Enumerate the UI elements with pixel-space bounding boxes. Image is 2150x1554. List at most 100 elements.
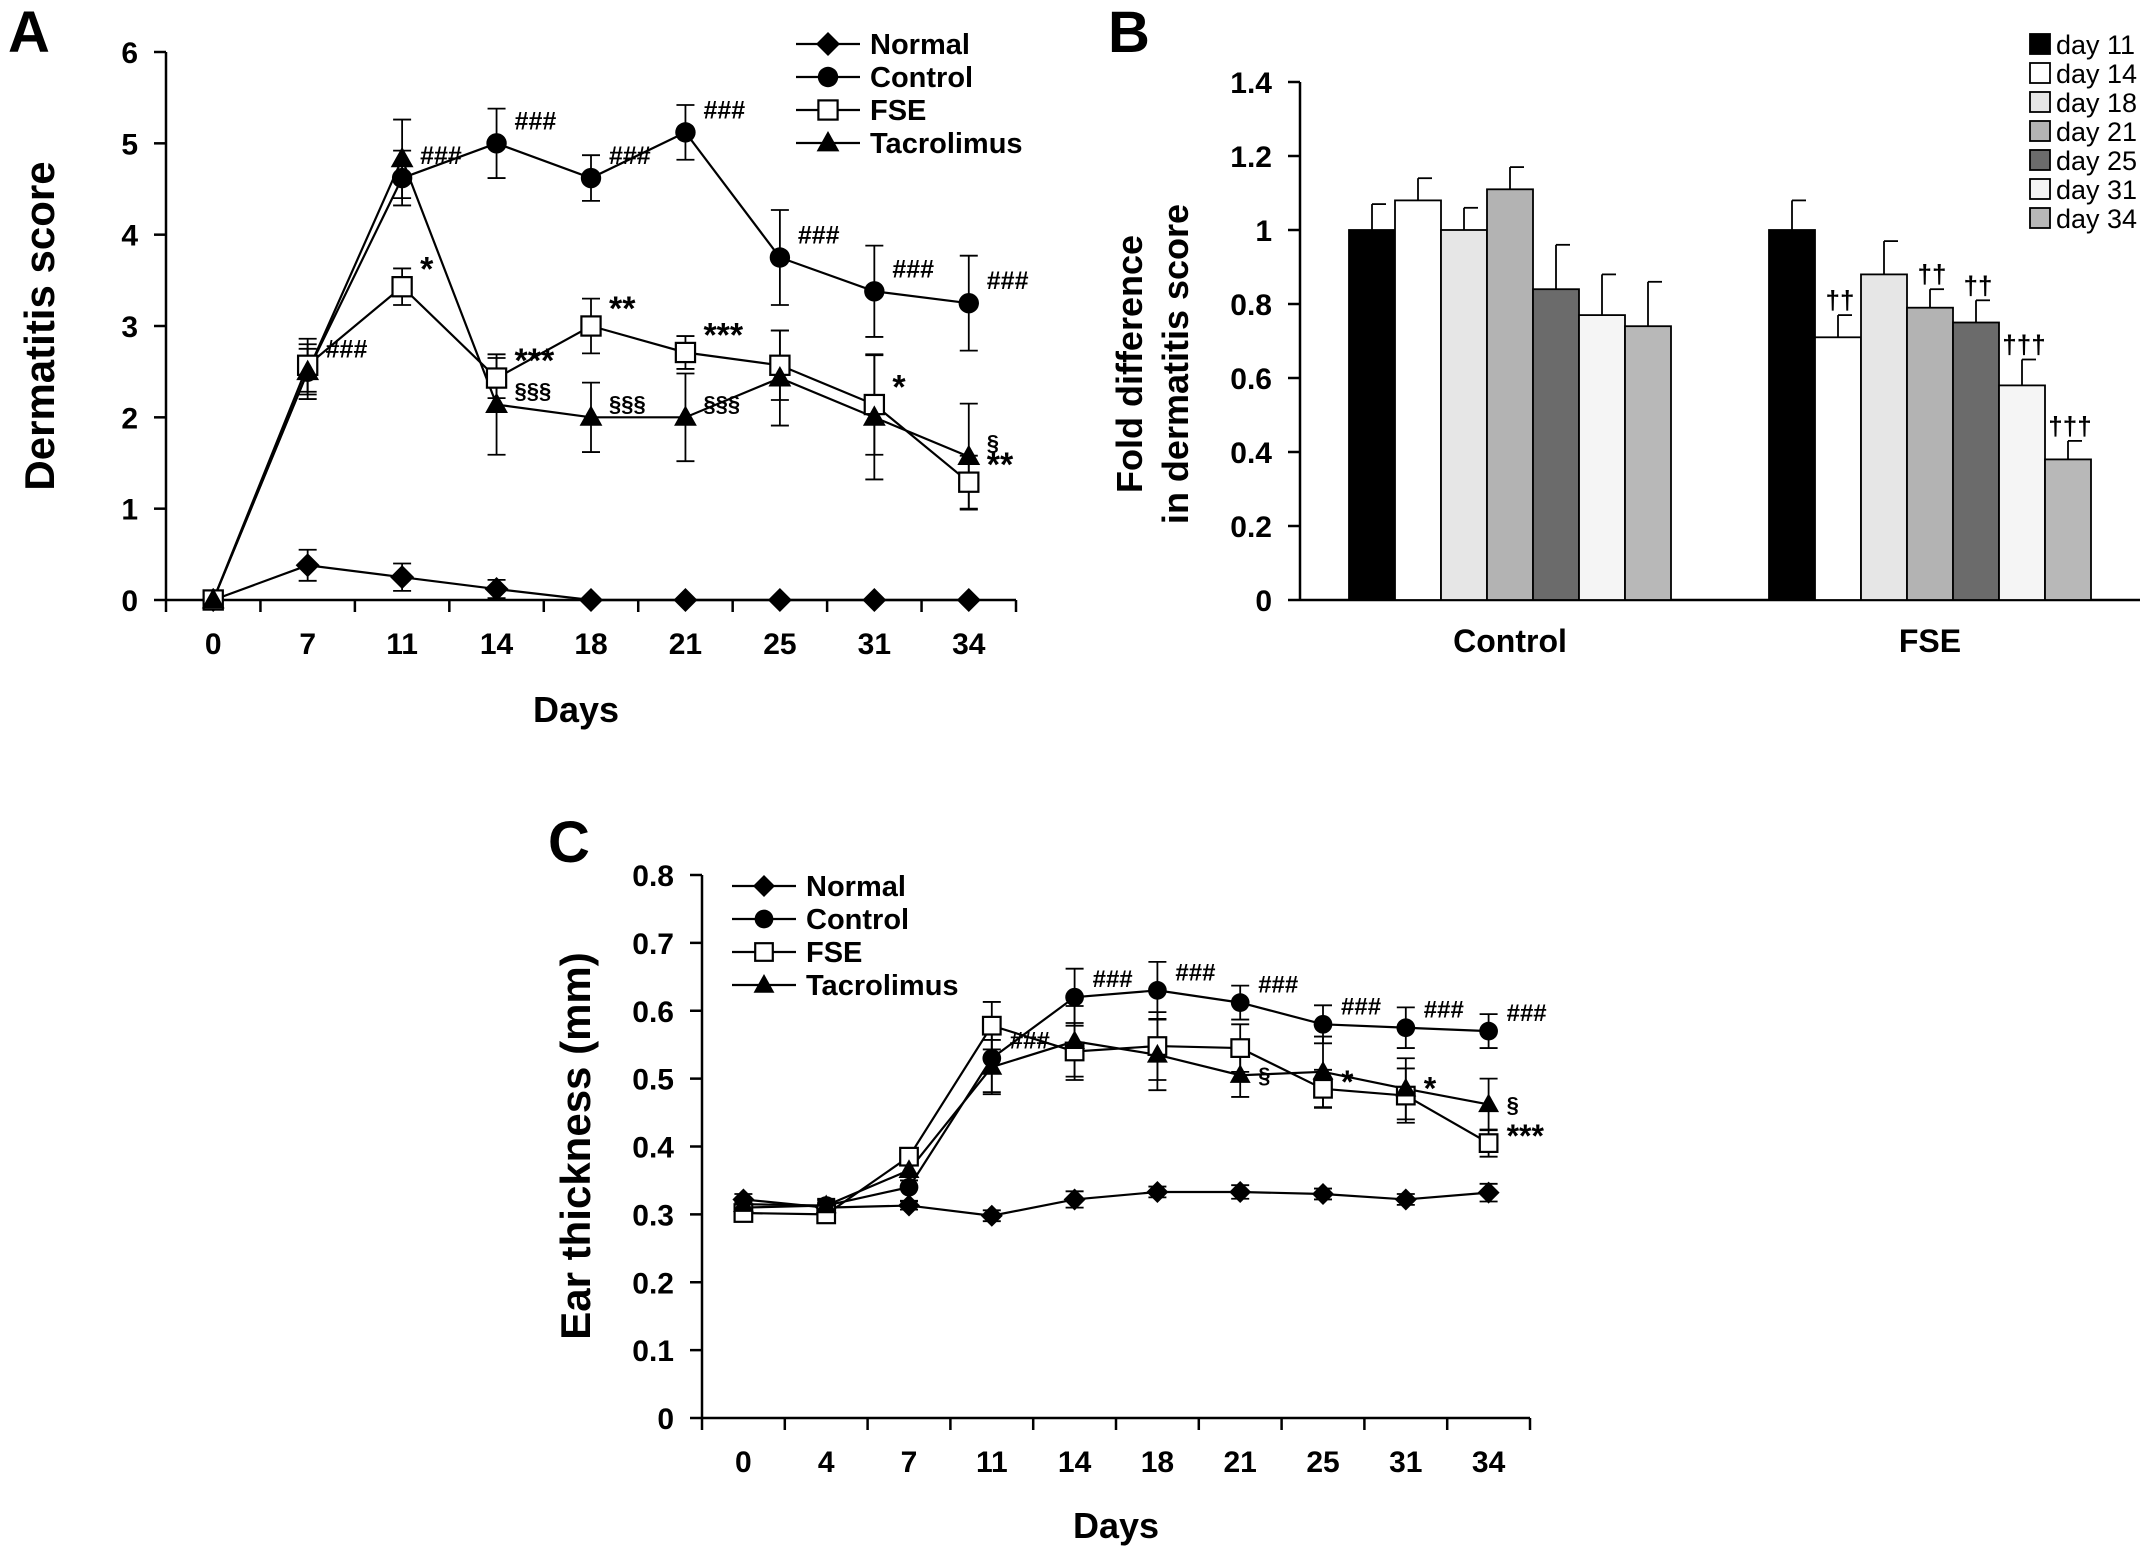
- chart-c-xtick-label: 4: [818, 1446, 835, 1479]
- chart-c-legend-label: FSE: [806, 937, 862, 969]
- chart-b-ylabel-line1: Fold difference: [1109, 235, 1150, 493]
- chart-b-ytick-label: 0.4: [1230, 437, 1272, 470]
- chart-b-ytick-label: 1: [1255, 215, 1272, 248]
- chart-b-annotation: ††: [1826, 285, 1855, 315]
- chart-a-point-normal: [484, 577, 509, 602]
- chart-a-annotation: **: [987, 446, 1014, 484]
- chart-b-legend-label: day 25: [2056, 146, 2137, 176]
- chart-c-point-normal: [980, 1204, 1003, 1227]
- chart-c-point-normal: [1229, 1180, 1252, 1203]
- chart-a-point-fse: [391, 276, 413, 298]
- chart-c-ytick-label: 0.5: [632, 1064, 674, 1097]
- chart-a-xtick-label: 0: [205, 628, 222, 661]
- chart-a-legend-marker-fse: [817, 99, 839, 121]
- chart-c-annotation: ###: [1175, 959, 1215, 986]
- chart-c-ytick-label: 0.8: [632, 860, 674, 893]
- chart-c-point-normal: [1477, 1181, 1500, 1204]
- chart-a-legend-marker-tacrolimus: [816, 131, 840, 152]
- chart-b-bar-day-25: [1952, 321, 2000, 601]
- chart-a-point-normal: [579, 588, 603, 612]
- chart-a-point-tacrolimus: [957, 444, 981, 466]
- chart-c-annotation: ###: [1507, 1000, 1547, 1027]
- chart-a-legend-label: FSE: [870, 95, 926, 127]
- chart-b-bar-day-14: [1394, 199, 1442, 601]
- chart-c-annotation: ###: [1010, 1027, 1050, 1054]
- chart-b-bar-day-18: [1440, 229, 1488, 601]
- chart-b-legend-swatch-day-21: [2029, 120, 2051, 142]
- chart-a-point-normal: [767, 588, 792, 612]
- chart-a-point-normal: [390, 565, 415, 590]
- chart-a-annotation: ###: [798, 222, 840, 250]
- chart-a-annotation: ###: [987, 267, 1029, 295]
- chart-c-point-control: [899, 1177, 919, 1197]
- chart-a-annotation: ###: [326, 336, 368, 364]
- chart-b-ytick-label: 1.4: [1230, 67, 1272, 100]
- chart-c-point-control: [1148, 981, 1167, 1000]
- chart-c-legend-label: Tacrolimus: [806, 970, 959, 1002]
- chart-b-legend-label: day 31: [2056, 175, 2137, 205]
- chart-a-point-tacrolimus: [201, 588, 225, 609]
- chart-c-ytick-label: 0: [657, 1403, 674, 1436]
- chart-a-annotation: *: [420, 251, 434, 289]
- chart-c-legend-marker-tacrolimus: [753, 974, 775, 993]
- chart-c-xtick-label: 18: [1141, 1446, 1174, 1479]
- chart-a-line-control: [212, 130, 969, 601]
- chart-b-ytick-label: 0.8: [1230, 289, 1272, 322]
- chart-a-point-control: [864, 281, 885, 302]
- chart-c: 0 0.1 0.2 0.3 0.4 0.5 0.6 0.7 0.8 0 4 7 11 14 18 21 25 3…: [552, 860, 1547, 1546]
- chart-a-xtick-label: 11: [386, 628, 418, 661]
- chart-a-ytick-label: 0: [121, 585, 138, 618]
- chart-c-ylabel: Ear thickness (mm): [552, 952, 599, 1339]
- chart-b-bar-day-25: [1532, 288, 1580, 601]
- chart-b-ytick-label: 0: [1255, 585, 1272, 618]
- chart-c-point-fse: [981, 1015, 1002, 1036]
- chart-b-legend-label: day 34: [2056, 204, 2137, 234]
- chart-c-legend-label: Normal: [806, 871, 906, 903]
- chart-a-xtick-label: 21: [669, 628, 702, 661]
- chart-a-point-control: [391, 167, 413, 189]
- chart-a-annotation: ***: [703, 316, 743, 354]
- chart-c-line-tacrolimus: [743, 1040, 1489, 1207]
- chart-a-point-fse: [674, 341, 697, 364]
- chart-a-point-control: [486, 133, 507, 154]
- chart-c-point-fse: [1478, 1133, 1499, 1154]
- chart-a-point-normal: [673, 588, 698, 612]
- chart-b-category-label: Control: [1453, 623, 1567, 659]
- chart-b: 00.20.40.60.811.21.4 †††† †††††††† Contro…: [1109, 30, 2140, 659]
- chart-c-point-control: [1479, 1021, 1498, 1041]
- chart-c-point-normal: [1063, 1188, 1086, 1211]
- chart-a-line-tacrolimus: [212, 155, 970, 601]
- chart-c-point-normal: [1312, 1183, 1334, 1206]
- chart-c-annotation: *: [1341, 1064, 1354, 1100]
- chart-a-point-control: [958, 292, 979, 314]
- chart-c-xtick-label: 14: [1058, 1446, 1092, 1479]
- panel-c-label: C: [548, 810, 590, 875]
- chart-c-ytick-label: 0.1: [632, 1335, 674, 1368]
- chart-a-xtick-label: 34: [952, 628, 986, 661]
- chart-c-ytick-label: 0.2: [632, 1267, 674, 1300]
- chart-a-annotation: §§§: [609, 391, 646, 416]
- chart-a-point-control: [580, 167, 602, 189]
- chart-b-annotation: ††: [1918, 259, 1947, 289]
- chart-b-bar-day-34: [2044, 458, 2092, 601]
- chart-a-annotation: ###: [892, 255, 934, 283]
- chart-b-bar-day-18: [1860, 273, 1908, 601]
- chart-c-xtick-label: 7: [901, 1446, 918, 1479]
- chart-b-annotation: ††: [1964, 270, 1993, 300]
- chart-b-bar-day-31: [1578, 314, 1626, 601]
- chart-c-annotation: §: [1258, 1063, 1270, 1088]
- chart-b-bar-day-21: [1906, 306, 1954, 601]
- chart-a-xtick-label: 18: [574, 628, 607, 661]
- chart-b-legend-label: day 18: [2056, 88, 2137, 118]
- chart-c-legend-marker-control: [754, 909, 774, 929]
- chart-a-ytick-label: 1: [121, 494, 138, 527]
- chart-c-point-tacrolimus: [1064, 1030, 1086, 1049]
- chart-a-ytick-label: 4: [121, 220, 138, 253]
- chart-a-point-control: [675, 122, 696, 143]
- chart-c-annotation: ###: [1341, 993, 1381, 1020]
- chart-a-point-fse: [958, 471, 980, 493]
- chart-a-legend-label: Normal: [870, 29, 970, 61]
- chart-c-point-tacrolimus: [815, 1194, 837, 1214]
